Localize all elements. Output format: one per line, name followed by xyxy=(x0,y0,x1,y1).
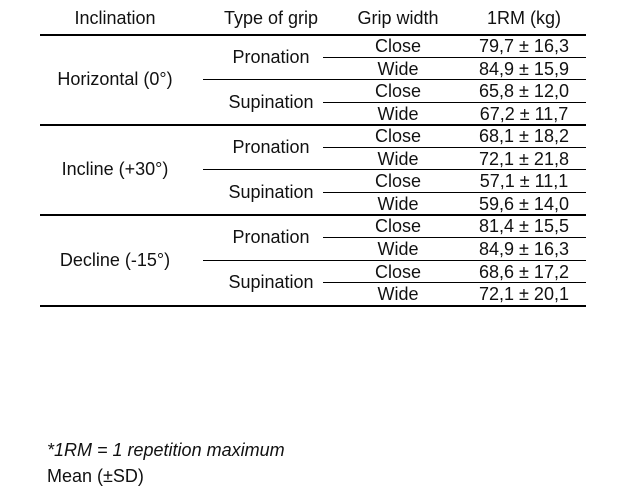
one-rm-cell: 81,4 ± 15,5 xyxy=(479,216,569,236)
table-bottom-rule xyxy=(40,305,586,307)
one-rm-cell: 84,9 ± 15,9 xyxy=(479,59,569,79)
header-grip-width: Grip width xyxy=(357,8,439,28)
grip-row-rule xyxy=(203,260,586,261)
grip-row-rule xyxy=(203,79,586,80)
width-row-rule xyxy=(323,237,586,238)
grip-width-cell: Wide xyxy=(377,149,419,169)
inclination-cell: Incline (+30°) xyxy=(61,159,169,179)
one-rm-cell: 72,1 ± 20,1 xyxy=(479,284,569,304)
footnote-definition: *1RM = 1 repetition maximum xyxy=(47,440,285,460)
grip-width-cell: Close xyxy=(374,171,422,191)
grip-row-rule xyxy=(203,169,586,170)
one-rm-cell: 57,1 ± 11,1 xyxy=(479,171,569,191)
group-rule xyxy=(40,214,586,216)
header-rule xyxy=(40,34,586,36)
width-row-rule xyxy=(323,282,586,283)
group-rule xyxy=(40,124,586,126)
grip-width-cell: Close xyxy=(374,262,422,282)
grip-type-cell: Pronation xyxy=(232,137,310,157)
grip-type-cell: Supination xyxy=(228,92,314,112)
one-rm-cell: 72,1 ± 21,8 xyxy=(479,149,569,169)
grip-width-cell: Wide xyxy=(377,104,419,124)
grip-type-cell: Pronation xyxy=(232,47,310,67)
footnote-stat: Mean (±SD) xyxy=(47,466,144,486)
grip-width-cell: Wide xyxy=(377,239,419,259)
grip-width-cell: Wide xyxy=(377,284,419,304)
width-row-rule xyxy=(323,192,586,193)
one-rm-cell: 79,7 ± 16,3 xyxy=(479,36,569,56)
header-grip-type: Type of grip xyxy=(223,8,319,28)
grip-width-cell: Close xyxy=(374,81,422,101)
grip-width-cell: Wide xyxy=(377,194,419,214)
width-row-rule xyxy=(323,147,586,148)
header-inclination: Inclination xyxy=(74,8,156,28)
width-row-rule xyxy=(323,102,586,103)
grip-width-cell: Wide xyxy=(377,59,419,79)
width-row-rule xyxy=(323,57,586,58)
grip-width-cell: Close xyxy=(374,36,422,56)
one-rm-cell: 84,9 ± 16,3 xyxy=(479,239,569,259)
grip-type-cell: Supination xyxy=(228,272,314,292)
header-1rm: 1RM (kg) xyxy=(486,8,561,28)
inclination-cell: Decline (-15°) xyxy=(59,250,171,270)
inclination-cell: Horizontal (0°) xyxy=(57,69,173,89)
grip-width-cell: Close xyxy=(374,126,422,146)
one-rm-cell: 67,2 ± 11,7 xyxy=(479,104,569,124)
one-rm-cell: 68,1 ± 18,2 xyxy=(479,126,569,146)
grip-type-cell: Supination xyxy=(228,182,314,202)
one-rm-cell: 68,6 ± 17,2 xyxy=(479,262,569,282)
grip-type-cell: Pronation xyxy=(232,227,310,247)
one-rm-cell: 59,6 ± 14,0 xyxy=(479,194,569,214)
one-rm-cell: 65,8 ± 12,0 xyxy=(479,81,569,101)
grip-width-cell: Close xyxy=(374,216,422,236)
